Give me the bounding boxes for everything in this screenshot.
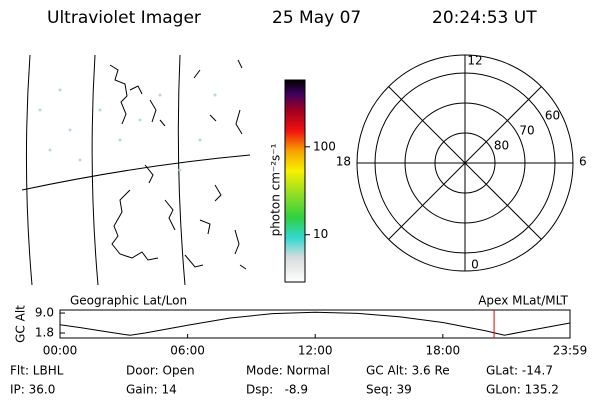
status-field: IP: 36.0 — [10, 383, 55, 397]
x-tick-label: 06:00 — [170, 344, 205, 358]
status-field: GLon: 135.2 — [486, 383, 559, 397]
panel-label: Apex MLat/MLT — [478, 294, 568, 308]
polar-lat-label: 60 — [545, 109, 560, 123]
polar-lat-label: 80 — [494, 139, 509, 153]
status-field: Door: Open — [126, 364, 195, 378]
x-tick-label: 18:00 — [426, 344, 461, 358]
image-panel — [21, 54, 251, 286]
y-axis-label: GC Alt — [14, 305, 28, 343]
polar-lat-label: 70 — [519, 124, 534, 138]
polar-diagonal — [464, 162, 542, 240]
colorbar-tick-label: 100 — [313, 139, 336, 153]
status-field: Flt: LBHL — [10, 364, 64, 378]
polar-mlt-label: 6 — [579, 155, 587, 169]
y-tick-label: 1.8 — [35, 326, 54, 340]
status-field: Gain: 14 — [126, 383, 177, 397]
colorbar — [284, 79, 306, 283]
x-tick-label: 12:00 — [298, 344, 333, 358]
colorbar-tick-label: 10 — [313, 227, 328, 241]
time: 20:24:53 UT — [432, 8, 537, 28]
x-tick-label: 23:59 — [553, 344, 588, 358]
polar-diagonal — [388, 86, 466, 164]
altitude-line — [59, 311, 571, 336]
status-field: Mode: Normal — [246, 364, 330, 378]
status-field: Dsp: -8.9 — [246, 383, 308, 397]
polar-mlt-label: 12 — [467, 54, 482, 68]
status-field: Seq: 39 — [366, 383, 412, 397]
polar-diagonal — [388, 162, 466, 240]
polar-mlt-label: 18 — [336, 155, 351, 169]
status-field: GC Alt: 3.6 Re — [366, 364, 450, 378]
image-speckle — [38, 88, 217, 172]
title: Ultraviolet Imager — [47, 8, 201, 28]
panel-label: Geographic Lat/Lon — [70, 294, 187, 308]
polar-mlt-label: 0 — [471, 258, 479, 272]
x-tick-label: 00:00 — [43, 344, 78, 358]
colorbar-label: photon cm⁻²s⁻¹ — [269, 143, 283, 236]
date: 25 May 07 — [272, 8, 361, 28]
status-field: GLat: -14.7 — [486, 364, 553, 378]
y-tick-label: 9.0 — [35, 306, 54, 320]
